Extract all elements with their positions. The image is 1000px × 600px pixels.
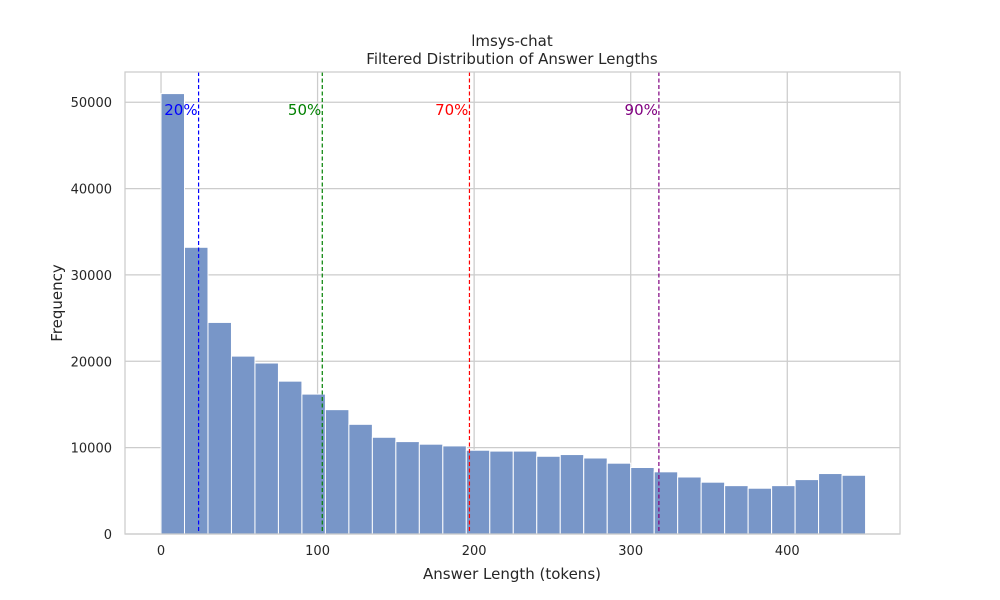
x-tick-label: 200 — [462, 544, 487, 559]
y-tick-label: 0 — [104, 528, 112, 543]
histogram-bar — [512, 450, 538, 535]
percentile-label: 50% — [288, 101, 321, 119]
histogram-bar — [536, 455, 561, 535]
histogram-bar — [677, 476, 702, 535]
plot-area-frame — [124, 71, 901, 535]
histogram-bar — [230, 355, 256, 535]
histogram-bar — [747, 487, 773, 535]
histogram-bar — [818, 473, 843, 535]
histogram-bar — [794, 479, 820, 535]
histogram-bar — [606, 462, 632, 535]
histogram-bar — [207, 321, 232, 535]
x-tick-label: 0 — [157, 544, 165, 559]
x-axis-label: Answer Length (tokens) — [423, 565, 601, 583]
histogram-bar — [630, 467, 655, 535]
x-tick-label: 400 — [775, 544, 800, 559]
y-tick-label: 20000 — [71, 355, 112, 370]
percentile-label: 90% — [625, 101, 658, 119]
histogram-bar — [395, 441, 420, 535]
y-tick-label: 40000 — [71, 183, 112, 198]
y-tick-label: 30000 — [71, 269, 112, 284]
x-tick-label: 100 — [305, 544, 330, 559]
histogram-bar — [324, 409, 350, 535]
histogram-bar — [841, 474, 867, 535]
percentile-label: 70% — [435, 101, 468, 119]
histogram-bar — [700, 481, 726, 535]
histogram-bar — [583, 457, 608, 535]
x-axis-ticks: 0 100 200 300 400 — [157, 544, 800, 559]
y-tick-label: 10000 — [71, 442, 112, 457]
histogram-bar — [371, 436, 397, 535]
histogram-bar — [442, 445, 467, 535]
chart-subtitle: Filtered Distribution of Answer Lengths — [366, 50, 658, 68]
histogram-bar — [559, 454, 585, 535]
histogram-bar — [183, 246, 209, 535]
histogram-bar — [489, 450, 514, 535]
histogram-bar — [418, 443, 444, 535]
percentile-lines: 20% 50% 70% 90% — [164, 72, 660, 534]
histogram-bar — [277, 380, 303, 535]
histogram-bar — [653, 471, 679, 535]
y-tick-label: 50000 — [71, 96, 112, 111]
histogram-bar — [771, 485, 796, 535]
histogram-bar — [724, 485, 749, 535]
chart-title: lmsys-chat — [471, 32, 553, 50]
histogram-bar — [254, 362, 279, 535]
y-axis-ticks: 0 10000 20000 30000 40000 50000 — [71, 96, 112, 543]
x-tick-label: 300 — [618, 544, 643, 559]
percentile-label: 20% — [164, 101, 197, 119]
histogram-bar — [160, 93, 185, 535]
histogram-bar — [348, 423, 373, 535]
y-axis-label: Frequency — [48, 264, 66, 342]
